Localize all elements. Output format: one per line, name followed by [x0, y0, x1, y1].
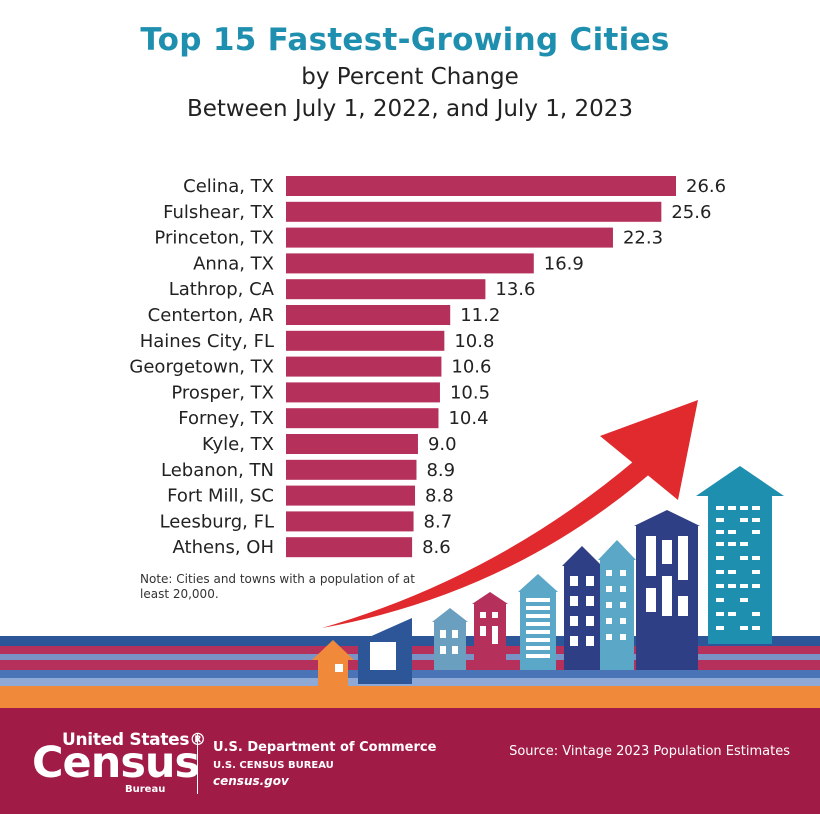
value-label: 8.9	[426, 460, 455, 481]
bar	[286, 459, 417, 480]
building-icon	[562, 546, 602, 670]
bar	[286, 201, 662, 222]
value-label: 8.6	[422, 537, 451, 558]
growth-arrow-icon	[322, 400, 698, 628]
category-label: Celina, TX	[183, 176, 274, 197]
bar	[286, 434, 418, 454]
category-label: Fulshear, TX	[163, 202, 274, 223]
value-label: 8.8	[425, 486, 454, 507]
bar	[286, 330, 445, 351]
building-icon	[472, 592, 508, 668]
source-note: Source: Vintage 2023 Population Estimate…	[509, 744, 790, 759]
category-label: Princeton, TX	[154, 228, 274, 249]
building-icon	[432, 608, 468, 670]
bar-chart: Celina, TX Fulshear, TX Princeton, TX Anna,…	[129, 176, 726, 558]
building-icon	[518, 574, 558, 670]
value-label: 10.8	[454, 331, 494, 352]
bar	[286, 176, 676, 196]
category-label: Leesburg, FL	[160, 511, 274, 532]
house-icon	[312, 640, 354, 686]
category-label: Forney, TX	[178, 408, 274, 429]
value-label: 26.6	[686, 176, 726, 197]
census-logo-line1: United States®	[62, 730, 206, 750]
value-label: 10.6	[451, 357, 491, 378]
value-label: 22.3	[623, 228, 663, 249]
bar	[286, 382, 440, 403]
value-label: 10.5	[450, 382, 490, 403]
category-label: Centerton, AR	[148, 305, 274, 326]
value-label: 10.4	[448, 408, 488, 429]
bar	[286, 227, 613, 248]
category-labels: Celina, TX Fulshear, TX Princeton, TX Anna,…	[129, 176, 274, 558]
bar	[286, 408, 439, 429]
value-labels: 26.6 25.6 22.3 16.9 13.6 11.2 10.8 10.6 10.5 10.4…	[422, 176, 726, 558]
chart-subtitle-1: by Percent Change	[301, 64, 519, 90]
bar	[286, 279, 486, 300]
footer: United States® Census Bureau U.S. Depart…	[0, 708, 820, 814]
category-label: Georgetown, TX	[129, 357, 274, 378]
category-label: Prosper, TX	[171, 382, 274, 403]
building-icon	[358, 618, 412, 684]
category-label: Anna, TX	[193, 253, 274, 274]
building-icon	[696, 466, 784, 644]
value-label: 11.2	[460, 305, 500, 326]
chart-subtitle-2: Between July 1, 2022, and July 1, 2023	[186, 96, 634, 122]
building-icon	[634, 510, 700, 670]
bar	[286, 485, 416, 506]
census-logo-line3: Bureau	[125, 784, 166, 795]
value-label: 8.7	[424, 511, 453, 532]
building-icon	[598, 540, 636, 670]
category-label: Haines City, FL	[140, 331, 274, 352]
category-label: Lathrop, CA	[169, 279, 275, 300]
category-label: Fort Mill, SC	[167, 486, 274, 507]
category-label: Athens, OH	[173, 537, 274, 558]
chart-title: Top 15 Fastest-Growing Cities	[140, 22, 670, 58]
value-label: 25.6	[671, 202, 711, 223]
bar	[286, 305, 451, 325]
bar	[286, 511, 414, 532]
chart-note: Note: Cities and towns with a population…	[140, 572, 415, 601]
bar	[286, 253, 534, 274]
bar	[286, 537, 413, 558]
website-link[interactable]: census.gov	[213, 774, 289, 788]
category-label: Lebanon, TN	[161, 460, 274, 481]
department-name: U.S. Department of Commerce	[213, 740, 437, 755]
bar-group	[286, 176, 676, 558]
value-label: 13.6	[495, 279, 535, 300]
bureau-name: U.S. CENSUS BUREAU	[213, 760, 334, 771]
category-label: Kyle, TX	[202, 434, 274, 455]
value-label: 16.9	[544, 253, 584, 274]
census-logo-line2: Census	[32, 738, 200, 788]
value-label: 9.0	[428, 434, 457, 455]
footer-divider	[197, 734, 198, 794]
bar	[286, 356, 442, 377]
